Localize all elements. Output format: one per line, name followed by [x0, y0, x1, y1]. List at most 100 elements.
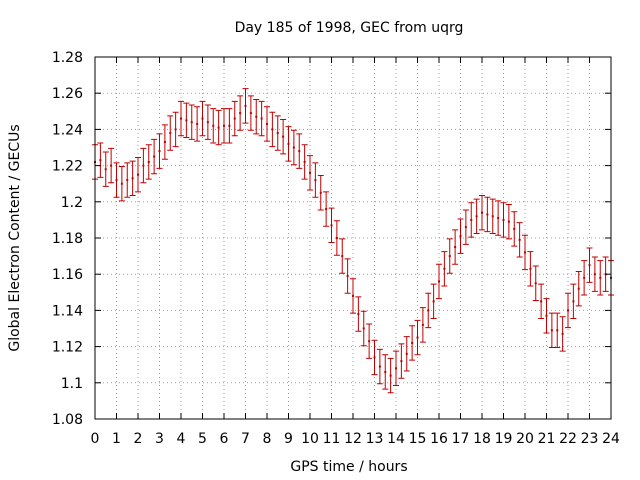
data-point — [140, 147, 147, 184]
data-point — [183, 102, 190, 139]
data-marker — [534, 282, 537, 285]
data-point — [565, 292, 571, 329]
data-point — [489, 198, 496, 234]
x-tick-label: 10 — [301, 431, 319, 447]
data-point — [215, 109, 222, 146]
data-marker — [470, 218, 473, 221]
data-marker — [368, 340, 371, 343]
data-marker — [142, 164, 145, 167]
data-marker — [126, 179, 129, 182]
data-point — [457, 218, 464, 254]
data-point — [274, 115, 281, 151]
data-point — [393, 350, 399, 387]
data-point — [586, 247, 593, 283]
data-point — [296, 133, 303, 169]
data-point — [532, 265, 539, 301]
x-tick-label: 12 — [344, 431, 362, 447]
data-marker — [593, 273, 596, 276]
data-point — [376, 348, 383, 385]
data-point — [403, 336, 410, 372]
data-marker — [99, 159, 102, 162]
data-marker — [432, 300, 435, 303]
data-point — [199, 100, 206, 137]
data-point — [188, 104, 195, 140]
data-point — [194, 106, 201, 142]
data-point — [108, 147, 115, 184]
data-marker — [524, 251, 526, 254]
data-marker — [319, 191, 322, 194]
data-marker — [567, 309, 569, 312]
x-tick-label: 4 — [177, 431, 186, 447]
data-marker — [411, 341, 414, 344]
x-tick-label: 22 — [559, 431, 577, 447]
data-point — [204, 104, 211, 140]
data-point — [414, 319, 421, 356]
data-marker — [271, 128, 274, 131]
data-marker — [378, 365, 381, 368]
data-point — [317, 175, 324, 211]
data-marker — [416, 336, 419, 339]
y-tick-label: 1.22 — [52, 159, 83, 175]
data-point — [242, 88, 249, 124]
data-point — [597, 260, 604, 296]
data-marker — [577, 287, 580, 290]
data-point — [355, 296, 362, 332]
data-point — [135, 156, 141, 193]
data-point — [231, 100, 238, 137]
data-marker — [362, 327, 365, 330]
data-point — [425, 292, 432, 329]
data-marker — [110, 164, 113, 167]
data-marker — [282, 135, 285, 138]
data-marker — [206, 121, 209, 124]
data-marker — [556, 329, 559, 332]
data-point — [436, 263, 442, 300]
data-marker — [540, 300, 543, 303]
data-marker — [163, 141, 166, 144]
x-tick-label: 17 — [452, 431, 470, 447]
data-point — [382, 354, 389, 390]
data-marker — [212, 124, 215, 127]
data-point — [575, 270, 582, 307]
data-point — [226, 108, 233, 144]
data-point — [516, 222, 523, 258]
data-point — [328, 207, 335, 244]
data-marker — [244, 104, 247, 107]
data-marker — [260, 117, 263, 120]
x-tick-label: 2 — [134, 431, 143, 447]
data-marker — [196, 122, 199, 125]
y-axis-label: Global Electron Content / GECUs — [7, 124, 23, 351]
data-marker — [309, 171, 311, 174]
data-point — [97, 142, 104, 178]
data-marker — [131, 177, 134, 180]
x-tick-label: 5 — [198, 431, 207, 447]
data-marker — [153, 155, 156, 158]
data-point — [258, 100, 265, 137]
data-marker — [201, 117, 204, 120]
data-marker — [459, 235, 462, 238]
data-point — [145, 144, 152, 180]
x-tick-label: 15 — [409, 431, 427, 447]
data-marker — [475, 215, 478, 218]
data-point — [538, 283, 545, 320]
data-marker — [266, 122, 268, 125]
x-tick-label: 19 — [495, 431, 513, 447]
data-point — [430, 283, 437, 320]
data-point — [253, 99, 260, 135]
data-point — [269, 111, 276, 148]
data-marker — [239, 112, 242, 115]
data-marker — [448, 255, 451, 258]
data-point — [113, 162, 120, 198]
x-axis-label: GPS time / hours — [290, 459, 407, 475]
x-tick-label: 16 — [430, 431, 448, 447]
data-point — [264, 106, 270, 142]
data-marker — [507, 220, 510, 223]
data-point — [350, 278, 356, 314]
data-point — [398, 343, 405, 379]
y-tick-label: 1.12 — [52, 340, 83, 356]
data-point — [151, 138, 158, 175]
data-marker — [190, 121, 193, 124]
data-marker — [158, 150, 161, 153]
data-marker — [395, 367, 397, 370]
data-marker — [491, 215, 494, 218]
